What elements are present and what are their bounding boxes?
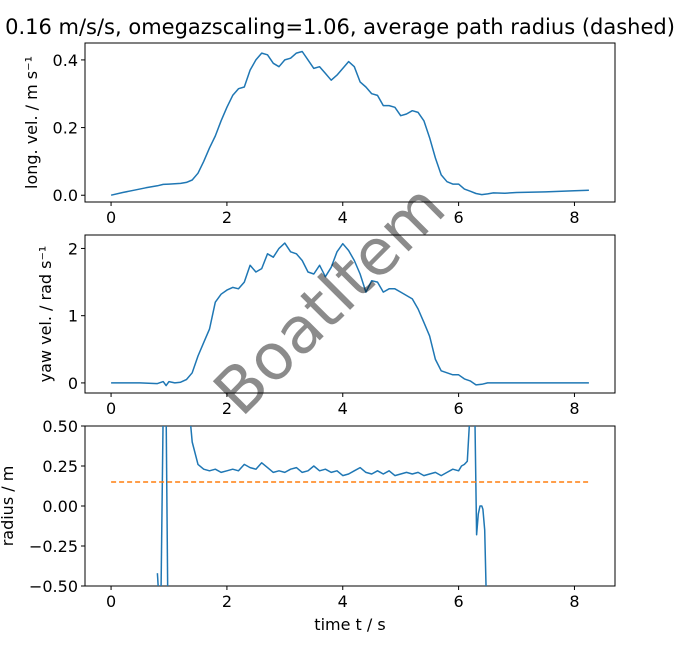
y-axis-label: yaw vel. / rad s⁻¹ (36, 246, 55, 383)
y-tick-label: −0.50 (29, 577, 78, 596)
series-line (165, 426, 169, 586)
y-tick-label: 0.0 (53, 186, 78, 205)
plot-area (111, 242, 589, 387)
plot-frame (84, 234, 616, 394)
y-tick-label: 2 (68, 239, 78, 258)
x-tick-label: 6 (454, 592, 464, 611)
x-tick-label: 8 (569, 208, 579, 227)
y-tick-label: 0.50 (42, 417, 78, 436)
y-tick-label: −0.25 (29, 537, 78, 556)
y-tick-label: 0.00 (42, 497, 78, 516)
x-tick-label: 8 (569, 592, 579, 611)
y-tick-label: 0.4 (53, 51, 78, 70)
figure-title: 0.16 m/s/s, omegazscaling=1.06, average … (5, 15, 675, 39)
x-tick-label: 0 (106, 399, 116, 418)
longitudinal-velocity-panel: long. vel. / m s⁻¹ 0 2 4 6 8 0.0 0.2 0.4 (22, 42, 616, 227)
series-line (111, 242, 589, 387)
radius-panel: radius / m time t / s 0 2 4 6 8 −0.50 −0.25 0.0… (0, 417, 616, 634)
x-tick-label: 4 (338, 208, 348, 227)
plot-frame (84, 425, 616, 587)
x-tick-label: 6 (454, 208, 464, 227)
x-tick-label: 2 (222, 399, 232, 418)
y-axis-label: long. vel. / m s⁻¹ (22, 56, 41, 189)
y-tick-label: 0 (68, 374, 78, 393)
x-tick-label: 2 (222, 208, 232, 227)
x-axis-label: time t / s (314, 615, 385, 634)
y-tick-label: 0.2 (53, 119, 78, 138)
y-tick-label: 1 (68, 307, 78, 326)
series-line (474, 426, 487, 586)
x-tick-label: 4 (338, 399, 348, 418)
series-line (189, 426, 471, 477)
series-line (160, 426, 164, 586)
x-tick-label: 4 (338, 592, 348, 611)
series-line (110, 50, 589, 196)
series-line (156, 573, 159, 586)
x-tick-label: 6 (454, 399, 464, 418)
yaw-velocity-panel: yaw vel. / rad s⁻¹ 0 2 4 6 8 0 1 2 (36, 234, 616, 418)
x-tick-label: 0 (106, 208, 116, 227)
watermark: BoatItem (200, 170, 460, 430)
x-tick-label: 0 (106, 592, 116, 611)
y-tick-label: 0.25 (42, 457, 78, 476)
x-tick-label: 8 (569, 399, 579, 418)
y-axis-label: radius / m (0, 466, 17, 547)
plot-area (111, 426, 589, 586)
plot-frame (84, 42, 616, 203)
x-tick-label: 2 (222, 592, 232, 611)
plot-area (110, 50, 589, 196)
